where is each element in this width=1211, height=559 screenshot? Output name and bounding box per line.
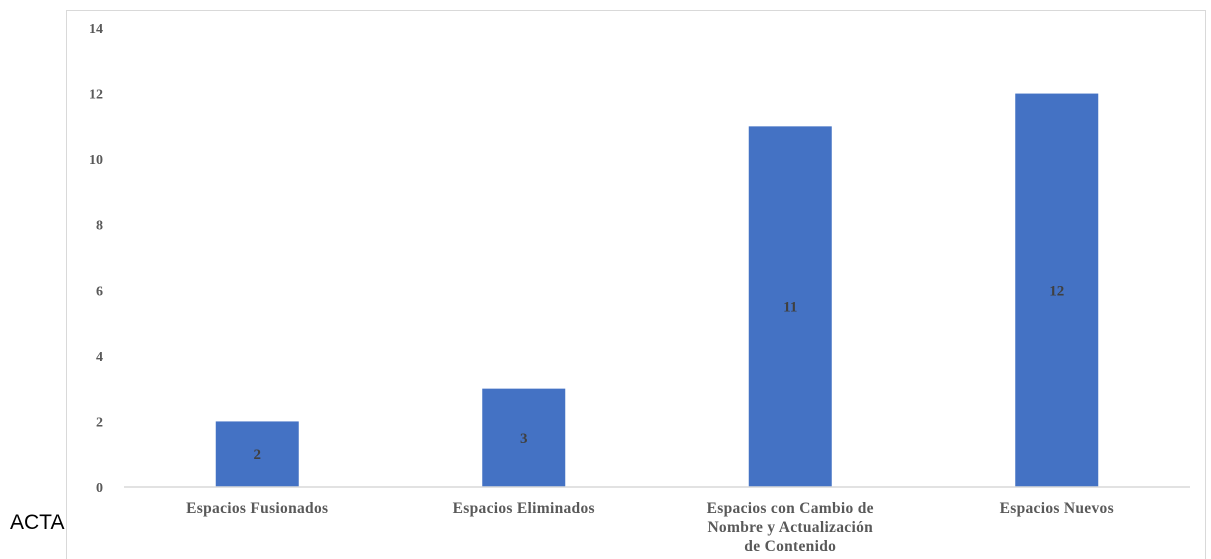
category-label: Espacios con Cambio de Nombre y Actualiza…	[707, 500, 874, 555]
bar	[748, 126, 832, 487]
category-label: Espacios Eliminados	[453, 500, 595, 517]
bar	[215, 421, 299, 487]
category-label: Espacios Fusionados	[186, 500, 328, 517]
y-axis-tick-labels: 0 2 4 6 8 10 12 14	[89, 22, 103, 496]
bar-data-label: 12	[1049, 283, 1064, 299]
y-tick-label: 12	[89, 88, 103, 103]
y-tick-label: 10	[89, 153, 103, 168]
bar	[1015, 93, 1099, 488]
y-tick-label: 6	[96, 284, 103, 299]
bar-data-label: 2	[254, 447, 262, 463]
side-text: ACTA	[10, 511, 65, 534]
bar-data-label: 3	[520, 431, 528, 447]
y-tick-label: 4	[96, 350, 103, 365]
y-tick-label: 14	[89, 22, 103, 37]
bars	[215, 93, 1099, 488]
y-tick-label: 2	[96, 415, 103, 430]
category-labels: Espacios Fusionados Espacios Eliminados Es…	[186, 500, 1114, 555]
data-labels: 2 3 11 12	[254, 283, 1065, 463]
y-tick-label: 0	[96, 481, 103, 496]
y-tick-label: 8	[96, 219, 103, 234]
bar-data-label: 11	[783, 300, 797, 316]
category-label: Espacios Nuevos	[1000, 500, 1114, 517]
bar	[482, 388, 566, 487]
